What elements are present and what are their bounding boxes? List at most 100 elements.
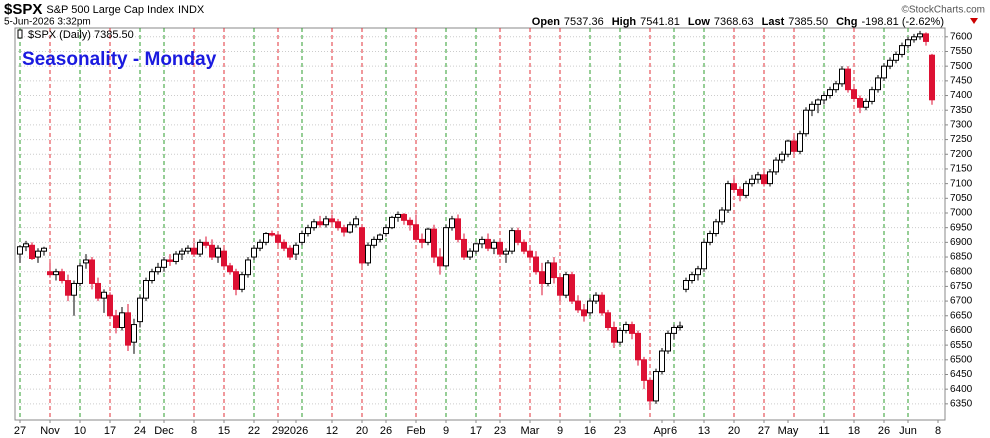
candle-body	[443, 227, 449, 267]
candle-body	[161, 259, 167, 268]
symbol-name: S&P 500 Large Cap Index	[46, 4, 174, 16]
candle-body	[113, 315, 119, 329]
candle-body	[539, 271, 545, 284]
candle-body	[353, 218, 359, 226]
candle-body	[827, 89, 833, 97]
y-tick-label: 6700	[950, 296, 973, 307]
down-arrow	[970, 18, 978, 24]
candle-body	[437, 256, 443, 267]
candle-body	[623, 324, 629, 331]
candle-body	[701, 241, 707, 270]
candle-body	[419, 238, 425, 243]
candle-body	[593, 294, 599, 302]
candle-body	[641, 359, 647, 381]
candle-body	[119, 312, 125, 329]
quote-value: 7368.63	[714, 16, 754, 28]
candle-body	[695, 268, 701, 276]
candle-body	[563, 274, 569, 296]
candle-body	[659, 350, 665, 373]
candle-body	[89, 259, 95, 284]
y-tick-label: 6800	[950, 266, 973, 277]
candle-body	[257, 241, 263, 249]
y-tick-label: 6900	[950, 237, 973, 248]
x-tick-label: 27	[758, 425, 770, 437]
candle-body	[95, 282, 101, 299]
x-tick-label: 9	[557, 425, 563, 437]
exchange: INDX	[178, 4, 205, 16]
candle-body	[329, 218, 335, 223]
candle-body	[887, 59, 893, 67]
candle-body	[767, 171, 773, 185]
x-tick-label: 27	[14, 425, 26, 437]
candle-body	[287, 247, 293, 258]
x-tick-label: 22	[248, 425, 260, 437]
candle-body	[491, 241, 497, 249]
y-tick-label: 7300	[950, 120, 973, 131]
y-tick-label: 6350	[950, 398, 973, 409]
candle-body	[551, 262, 557, 279]
x-tick-label: 8	[935, 425, 941, 437]
candle-body	[299, 233, 305, 243]
x-tick-label: 8	[191, 425, 197, 437]
candle-body	[755, 174, 761, 180]
candle-body	[305, 227, 311, 235]
candle-body	[167, 259, 173, 262]
candle-body	[125, 312, 131, 346]
candle-body	[293, 244, 299, 255]
x-tick-label: Jun	[899, 425, 917, 437]
candle-body	[599, 294, 605, 314]
copyright: ©StockCharts.com	[901, 5, 985, 16]
x-tick-label: 20	[356, 425, 368, 437]
candle-body	[323, 218, 329, 226]
candle-body	[821, 95, 827, 101]
candle-body	[227, 265, 233, 273]
candle-body	[485, 238, 491, 249]
candle-body	[23, 243, 29, 248]
candle-body	[467, 250, 473, 258]
candle-body	[35, 250, 41, 258]
y-tick-label: 7350	[950, 105, 973, 116]
candle-body	[653, 371, 659, 402]
candle-body	[203, 241, 209, 246]
candle-body	[881, 65, 887, 79]
candle-body	[647, 379, 653, 402]
x-tick-label: 10	[74, 425, 86, 437]
candle-body	[425, 228, 431, 243]
candle-body	[611, 327, 617, 343]
candle-body	[857, 97, 863, 108]
candle-body	[317, 221, 323, 226]
y-tick-label: 6500	[950, 354, 973, 365]
candle-body	[179, 250, 185, 255]
candle-body	[197, 241, 203, 255]
candle-body	[791, 140, 797, 152]
x-tick-label: 15	[218, 425, 230, 437]
candle-body	[83, 259, 89, 264]
candle-body	[875, 77, 881, 91]
candle-body	[527, 250, 533, 258]
candle-body	[533, 256, 539, 273]
candle-body	[839, 68, 845, 85]
candle-body	[749, 178, 755, 185]
y-tick-label: 6950	[950, 222, 973, 233]
candle-body	[731, 183, 737, 190]
candle-body	[917, 33, 923, 38]
header-date: 5-Jun-2026 3:32pm	[4, 17, 91, 28]
x-tick-label: Dec	[154, 425, 174, 437]
x-tick-label: 29	[272, 425, 284, 437]
candle-body	[371, 238, 377, 246]
candle-body	[833, 83, 839, 91]
candle-body	[365, 244, 371, 264]
candle-body	[773, 159, 779, 173]
candle-body	[719, 209, 725, 223]
x-tick-label: 2026	[284, 425, 308, 437]
candle-body	[275, 234, 281, 243]
x-tick-label: 23	[494, 425, 506, 437]
x-tick-label: Nov	[40, 425, 60, 437]
candle-body	[281, 241, 287, 249]
candle-body	[53, 271, 59, 276]
candle-body	[173, 253, 179, 262]
y-tick-label: 6600	[950, 325, 973, 336]
y-tick-label: 6750	[950, 281, 973, 292]
